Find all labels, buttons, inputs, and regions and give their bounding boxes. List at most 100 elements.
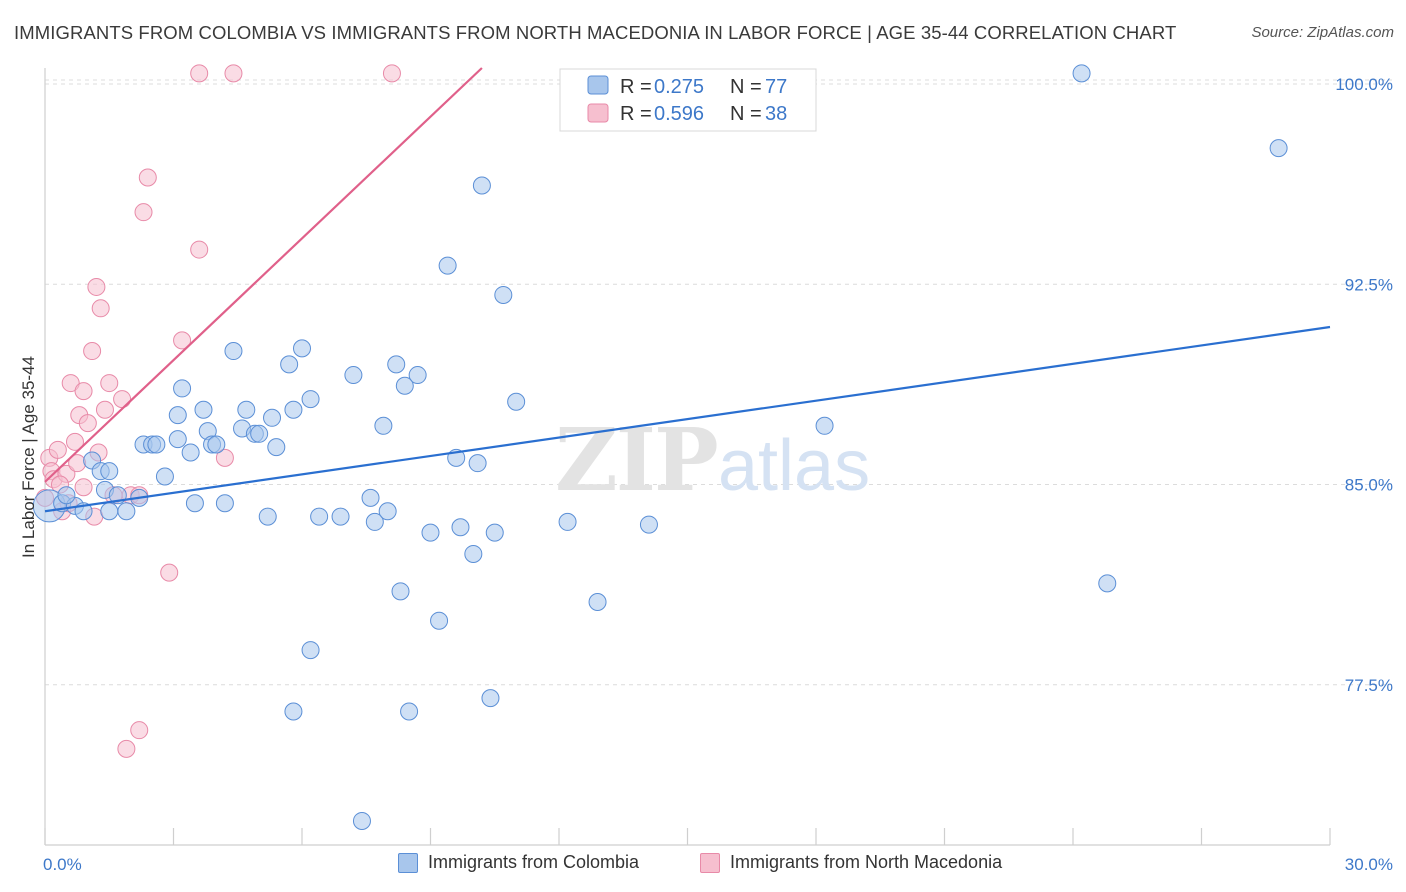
colombia-point: [181, 443, 200, 462]
colombia-point: [588, 593, 607, 612]
bottom-legend-label-north-macedonia: Immigrants from North Macedonia: [730, 852, 1003, 872]
colombia-point: [468, 454, 487, 473]
colombia-point: [352, 811, 371, 830]
north-macedonia-point: [74, 478, 93, 497]
series-north-macedonia-points: [36, 64, 401, 758]
bottom-legend-swatch-north-macedonia: [700, 852, 720, 873]
trend-lines: [44, 67, 1331, 513]
colombia-point: [391, 582, 410, 601]
north-macedonia-trend-line: [44, 67, 483, 483]
colombia-point: [258, 507, 277, 526]
colombia-point: [408, 366, 427, 385]
north-macedonia-point: [83, 342, 102, 361]
bottom-legend-label-colombia: Immigrants from Colombia: [428, 852, 640, 872]
colombia-point: [155, 467, 174, 486]
colombia-point: [147, 435, 166, 454]
north-macedonia-point: [130, 721, 149, 740]
colombia-point: [815, 416, 834, 435]
north-macedonia-point: [160, 563, 179, 582]
colombia-point: [485, 523, 504, 542]
y-tick-label: 85.0%: [1345, 476, 1393, 495]
bottom-legend-colombia: Immigrants from Colombia: [398, 852, 639, 873]
colombia-point: [194, 400, 213, 419]
y-axis-title: In Labor Force | Age 35-44: [19, 356, 38, 558]
colombia-point: [344, 366, 363, 385]
colombia-point: [1269, 139, 1288, 158]
north-macedonia-point: [190, 64, 209, 83]
north-macedonia-point: [138, 168, 157, 187]
colombia-point: [451, 518, 470, 537]
y-tick-label: 77.5%: [1345, 676, 1393, 695]
north-macedonia-point: [100, 374, 119, 393]
colombia-point: [57, 486, 76, 505]
colombia-point: [301, 390, 320, 409]
colombia-point: [263, 408, 282, 427]
colombia-point: [284, 400, 303, 419]
watermark-zip: ZIP: [555, 410, 717, 511]
colombia-point: [331, 507, 350, 526]
colombia-point: [430, 611, 449, 630]
north-macedonia-point: [173, 331, 192, 350]
colombia-point: [250, 424, 269, 443]
colombia-point: [301, 641, 320, 660]
north-macedonia-point: [113, 390, 132, 409]
colombia-point: [1098, 574, 1117, 593]
colombia-point: [387, 355, 406, 374]
y-tick-label: 92.5%: [1345, 275, 1393, 294]
north-macedonia-point: [117, 739, 136, 758]
colombia-point: [1072, 64, 1091, 83]
colombia-point: [267, 438, 286, 457]
grid-lines: [45, 79, 1392, 686]
colombia-trend-line: [44, 325, 1331, 513]
colombia-point: [224, 342, 243, 361]
series-colombia-points: [32, 64, 1288, 830]
colombia-point: [361, 488, 380, 507]
y-tick-label: 100.0%: [1335, 75, 1393, 94]
colombia-point: [117, 502, 136, 521]
chart-source: Source: ZipAtlas.com: [1251, 24, 1394, 41]
north-macedonia-point: [215, 448, 234, 467]
north-macedonia-point: [74, 382, 93, 401]
x-tick-labels: 0.0% 30.0%: [43, 855, 1393, 874]
legend-r-value-north-macedonia: 0.596: [654, 103, 704, 125]
legend-n-value-north-macedonia: 38: [765, 103, 787, 125]
colombia-point: [168, 430, 187, 449]
north-macedonia-point: [190, 240, 209, 259]
colombia-point: [395, 376, 414, 395]
north-macedonia-point: [91, 299, 110, 318]
colombia-point: [168, 406, 187, 425]
colombia-point: [507, 392, 526, 411]
bottom-legend-north-macedonia: Immigrants from North Macedonia: [700, 852, 1002, 873]
chart-title: IMMIGRANTS FROM COLOMBIA VS IMMIGRANTS F…: [14, 22, 1177, 43]
colombia-point: [494, 285, 513, 304]
legend-swatch-north-macedonia: [587, 103, 609, 123]
colombia-point: [280, 355, 299, 374]
watermark: ZIP atlas: [555, 410, 870, 511]
colombia-point: [374, 416, 393, 435]
legend-n-label-north-macedonia: N =: [730, 103, 762, 125]
colombia-point: [438, 256, 457, 275]
colombia-point: [185, 494, 204, 513]
colombia-point: [100, 502, 119, 521]
colombia-point: [421, 523, 440, 542]
north-macedonia-point: [48, 440, 67, 459]
north-macedonia-point: [224, 64, 243, 83]
legend-r-label-colombia: R =: [620, 76, 652, 98]
colombia-point: [639, 515, 658, 534]
north-macedonia-point: [95, 400, 114, 419]
colombia-point: [207, 435, 226, 454]
legend-n-value-colombia: 77: [765, 76, 787, 98]
north-macedonia-point: [61, 374, 80, 393]
colombia-point: [173, 379, 192, 398]
x-tick-label: 30.0%: [1345, 855, 1393, 874]
colombia-point: [472, 176, 491, 195]
north-macedonia-point: [382, 64, 401, 83]
correlation-legend: R = 0.275 N = 77 R = 0.596 N = 38: [559, 68, 817, 132]
watermark-atlas: atlas: [718, 426, 870, 506]
y-tick-labels: 77.5% 85.0% 92.5% 100.0%: [1335, 75, 1393, 695]
colombia-point: [558, 512, 577, 531]
legend-n-label-colombia: N =: [730, 76, 762, 98]
colombia-point: [310, 507, 329, 526]
north-macedonia-point: [87, 277, 106, 296]
